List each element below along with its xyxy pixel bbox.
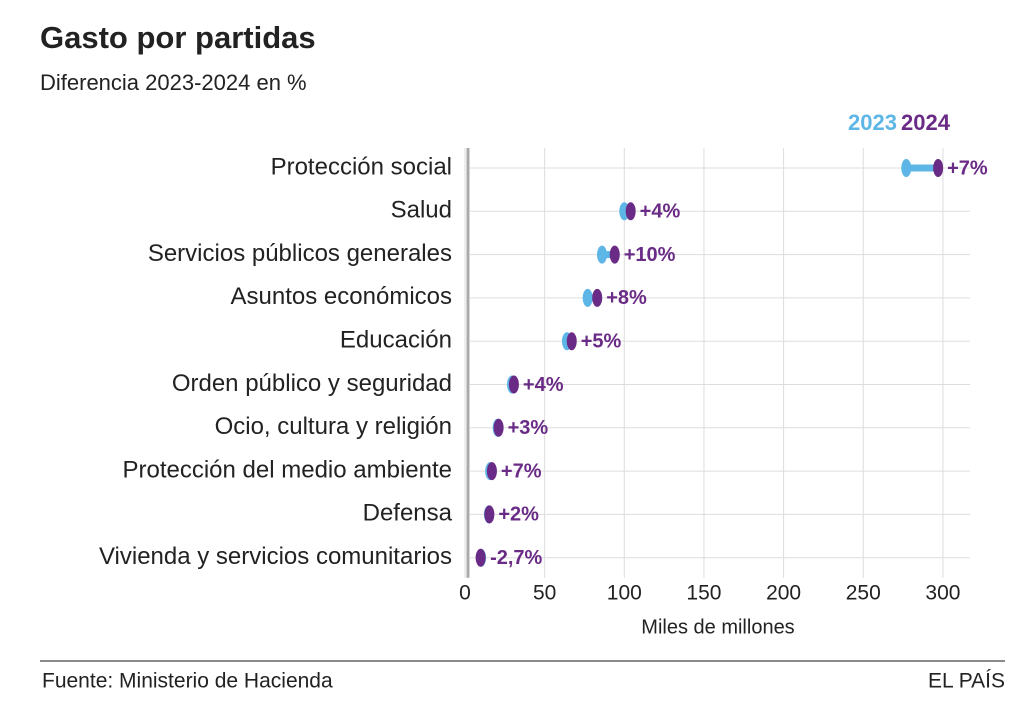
dot-2024 <box>484 505 495 524</box>
x-axis-title: Miles de millones <box>641 616 794 638</box>
data-label: +5% <box>581 330 622 352</box>
data-label: +2% <box>498 504 539 526</box>
dot-2024 <box>609 245 620 264</box>
dot-2023 <box>582 288 593 307</box>
data-label: +10% <box>624 244 676 266</box>
data-label: +4% <box>640 201 681 223</box>
legend-label: 2023 <box>848 110 897 135</box>
dot-2024 <box>592 288 603 307</box>
y-tick-label: Defensa <box>363 500 453 527</box>
x-tick-label: 200 <box>766 582 801 605</box>
dot-2024 <box>475 548 486 567</box>
data-label: +7% <box>947 157 988 179</box>
dot-2023 <box>901 159 912 177</box>
dot-2024 <box>933 159 944 177</box>
x-tick-label: 150 <box>686 582 721 605</box>
y-tick-label: Salud <box>391 197 452 224</box>
x-tick-label: 0 <box>459 582 471 605</box>
data-label: +8% <box>606 287 647 309</box>
data-label: -2,7% <box>490 547 542 569</box>
data-label: +4% <box>523 374 564 396</box>
x-tick-label: 50 <box>533 582 556 605</box>
y-tick-label: Asuntos económicos <box>231 283 452 310</box>
dot-2024 <box>625 202 636 221</box>
dot-2024 <box>566 332 577 351</box>
chart-subtitle: Diferencia 2023-2024 en % <box>40 70 307 95</box>
y-tick-label: Protección del medio ambiente <box>122 456 452 483</box>
y-tick-label: Ocio, cultura y religión <box>215 413 452 440</box>
y-tick-label: Servicios públicos generales <box>148 240 452 267</box>
data-label: +7% <box>501 460 542 482</box>
brand: EL PAÍS <box>928 670 1005 693</box>
source: Fuente: Ministerio de Hacienda <box>42 670 333 693</box>
data-label: +3% <box>508 417 549 439</box>
y-tick-label: Protección social <box>271 153 452 180</box>
legend-label: 2024 <box>901 110 951 135</box>
dot-2023 <box>597 245 608 264</box>
x-tick-label: 300 <box>925 582 960 605</box>
y-tick-label: Vivienda y servicios comunitarios <box>99 543 452 570</box>
chart-title: Gasto por partidas <box>40 20 316 55</box>
dot-2024 <box>508 375 519 394</box>
x-tick-label: 100 <box>607 582 642 605</box>
y-tick-label: Educación <box>340 327 452 354</box>
dot-2024 <box>493 418 504 437</box>
x-tick-label: 250 <box>846 582 881 605</box>
y-tick-label: Orden público y seguridad <box>172 370 452 397</box>
dot-2024 <box>486 462 497 481</box>
